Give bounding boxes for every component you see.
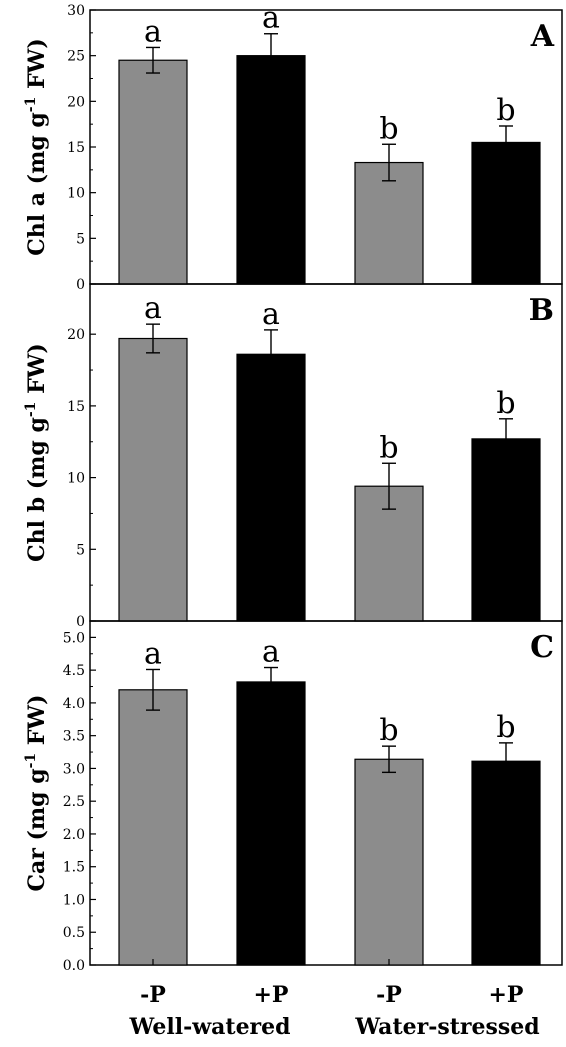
y-tick-label: 1.5 bbox=[63, 860, 85, 876]
y-tick-label: 1.0 bbox=[63, 892, 85, 908]
significance-letter: b bbox=[379, 430, 398, 465]
panel-letter: C bbox=[530, 630, 554, 665]
y-tick-label: 0.0 bbox=[63, 958, 85, 974]
bar bbox=[118, 689, 188, 966]
significance-letter: a bbox=[144, 14, 162, 49]
x-category-label: -P bbox=[376, 982, 402, 1008]
bar bbox=[471, 141, 541, 285]
x-group-label: Water-stressed bbox=[354, 1014, 539, 1040]
y-axis-label: Car (mg g-1 FW) bbox=[23, 694, 50, 891]
y-tick-label: 2.5 bbox=[63, 794, 85, 810]
y-tick-label: 0 bbox=[76, 277, 85, 293]
bar bbox=[236, 681, 306, 966]
significance-letter: b bbox=[379, 111, 398, 146]
x-category-label: -P bbox=[140, 982, 166, 1008]
bar bbox=[236, 353, 306, 622]
y-tick-label: 0 bbox=[76, 614, 85, 630]
significance-letter: b bbox=[379, 713, 398, 748]
panel-letter: A bbox=[530, 19, 555, 54]
y-tick-label: 20 bbox=[67, 327, 85, 343]
y-tick-label: 4.0 bbox=[63, 696, 85, 712]
y-tick-label: 25 bbox=[67, 49, 85, 65]
significance-letter: a bbox=[144, 636, 162, 671]
x-category-label: +P bbox=[254, 982, 289, 1008]
y-tick-label: 15 bbox=[67, 140, 85, 156]
significance-letter: b bbox=[496, 386, 515, 421]
bar bbox=[236, 55, 306, 285]
y-tick-label: 3.5 bbox=[63, 729, 85, 745]
y-tick-label: 0.5 bbox=[63, 925, 85, 941]
panel-frame bbox=[89, 620, 563, 966]
y-tick-label: 4.5 bbox=[63, 663, 85, 679]
x-group-label: Well-watered bbox=[128, 1014, 290, 1040]
y-tick-label: 3.0 bbox=[63, 761, 85, 777]
y-tick-label: 15 bbox=[67, 399, 85, 415]
bar bbox=[471, 438, 541, 622]
bar bbox=[471, 760, 541, 966]
y-tick-label: 5.0 bbox=[63, 630, 85, 646]
x-category-label: +P bbox=[489, 982, 524, 1008]
significance-letter: b bbox=[496, 710, 515, 745]
bar bbox=[118, 59, 188, 285]
y-tick-label: 2.0 bbox=[63, 827, 85, 843]
y-tick-label: 5 bbox=[76, 231, 85, 247]
y-tick-label: 10 bbox=[67, 471, 85, 487]
significance-letter: a bbox=[262, 1, 280, 36]
panel-letter: B bbox=[529, 293, 554, 328]
y-tick-label: 20 bbox=[67, 94, 85, 110]
y-axis-label: Chl a (mg g-1 FW) bbox=[23, 38, 50, 256]
significance-letter: b bbox=[496, 93, 515, 128]
significance-letter: a bbox=[262, 297, 280, 332]
significance-letter: a bbox=[144, 291, 162, 326]
bar bbox=[118, 337, 188, 622]
bar bbox=[354, 758, 424, 966]
significance-letter: a bbox=[262, 635, 280, 670]
y-axis-label: Chl b (mg g-1 FW) bbox=[23, 343, 50, 562]
y-tick-label: 30 bbox=[67, 3, 85, 19]
y-tick-label: 10 bbox=[67, 186, 85, 202]
y-tick-label: 5 bbox=[76, 542, 85, 558]
